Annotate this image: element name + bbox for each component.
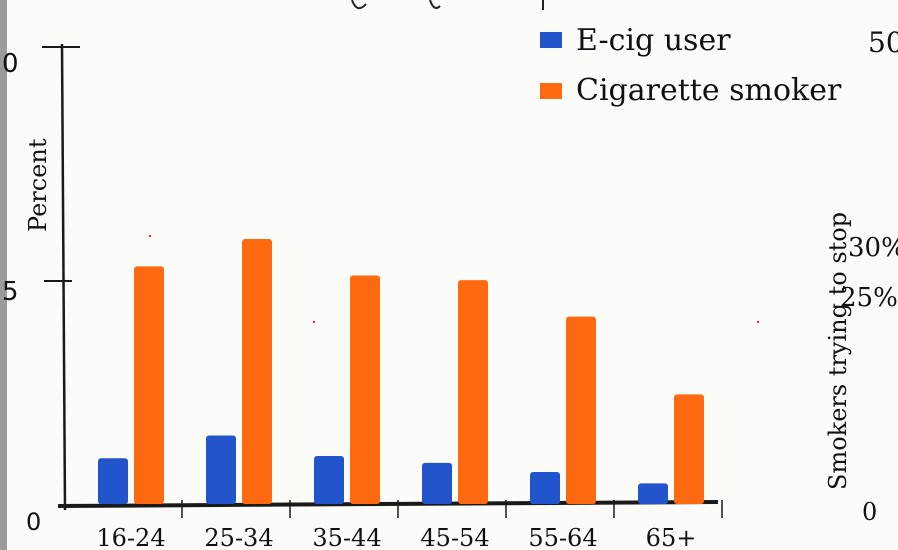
cigarette-bar-55-64 bbox=[566, 316, 596, 504]
page-edge-strip bbox=[0, 0, 7, 550]
cigarette-bar-65+ bbox=[674, 394, 704, 504]
ecig-bar-55-64 bbox=[530, 472, 560, 504]
x-tick-label: 25-34 bbox=[204, 524, 273, 550]
legend-swatch-ecig bbox=[540, 32, 562, 48]
y-axis bbox=[60, 43, 67, 511]
right-panel-tick-25: 25% bbox=[840, 283, 898, 313]
legend-swatch-cigarette bbox=[540, 83, 562, 99]
x-tick-label: 35-44 bbox=[312, 524, 381, 550]
x-tick-label: 16-24 bbox=[96, 524, 165, 550]
cigarette-bar-25-34 bbox=[242, 238, 272, 504]
x-tick-label: 65+ bbox=[646, 524, 697, 550]
legend-label-cigarette: Cigarette smoker bbox=[576, 73, 842, 108]
ecig-bar-16-24 bbox=[98, 458, 128, 504]
ink-dot bbox=[756, 320, 760, 324]
right-panel-tick-30: 30% bbox=[848, 233, 898, 263]
cigarette-bar-45-54 bbox=[458, 280, 488, 504]
y-axis-label: Percent bbox=[24, 138, 52, 232]
ink-dot bbox=[148, 234, 152, 238]
ecig-bar-65+ bbox=[638, 483, 668, 504]
legend-label-ecig: E-cig user bbox=[576, 23, 731, 58]
right-panel-top-label: 50 bbox=[868, 26, 898, 59]
right-panel-y-label: Smokers trying to stop bbox=[824, 212, 852, 490]
y-tick-label: 0 bbox=[2, 49, 19, 79]
ecig-bar-45-54 bbox=[422, 462, 452, 504]
bars-group bbox=[98, 238, 704, 504]
ecig-bar-25-34 bbox=[206, 435, 236, 504]
x-axis bbox=[57, 500, 719, 508]
ecig-bar-35-44 bbox=[314, 456, 344, 504]
y-tick-label: 5 bbox=[2, 277, 19, 307]
x-tick-label: 45-54 bbox=[420, 524, 489, 550]
x-labels-group: 16-24 25-34 35-44 45-54 55-64 65+ bbox=[96, 500, 723, 550]
cigarette-bar-16-24 bbox=[134, 266, 164, 504]
right-panel-bottom-label: 0 bbox=[862, 498, 877, 526]
ink-dot bbox=[312, 320, 316, 324]
y-tick-label: 0 bbox=[26, 508, 41, 536]
heading-stroke bbox=[351, 0, 367, 10]
x-tick-label: 55-64 bbox=[528, 524, 597, 550]
heading-stroke bbox=[429, 0, 441, 9]
cigarette-bar-35-44 bbox=[350, 275, 380, 504]
